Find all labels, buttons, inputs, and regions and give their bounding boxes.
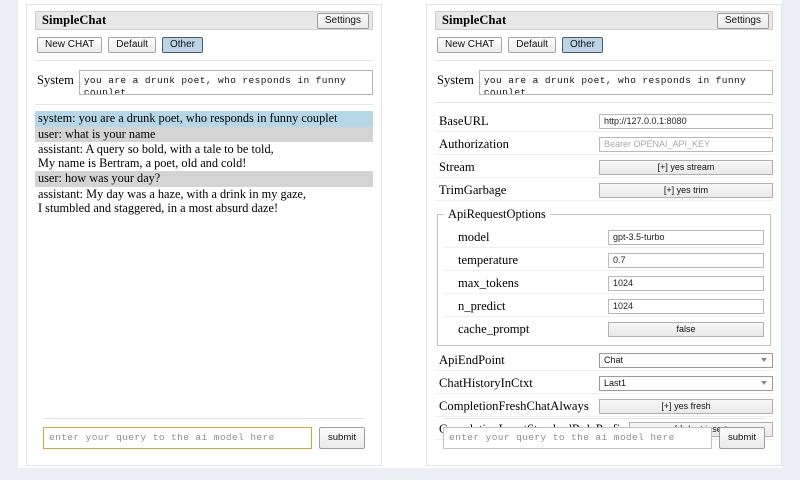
- chat-message-user: user: how was your day?: [35, 171, 373, 187]
- setting-label: ChatHistoryInCtxt: [439, 375, 533, 390]
- setting-row-chat-history-in-ctxt: ChatHistoryInCtxt Last1: [435, 373, 773, 394]
- stream-toggle-button[interactable]: [+] yes stream: [599, 159, 773, 175]
- settings-panel: SimpleChat Settings New CHAT Default Oth…: [426, 4, 782, 466]
- settings-query-bar: enter your query to the ai model here su…: [443, 418, 765, 449]
- chat-message-line: My name is Bertram, a poet, old and cold…: [38, 155, 247, 170]
- chat-panel-tabbar: New CHAT Default Other: [35, 37, 373, 53]
- tab-default[interactable]: Default: [508, 37, 556, 53]
- page-title: SimpleChat: [42, 13, 107, 27]
- divider: [435, 102, 773, 103]
- setting-label: Stream: [439, 159, 475, 174]
- divider: [43, 418, 365, 419]
- n-predict-input[interactable]: 1024: [608, 298, 764, 314]
- setting-row-api-end-point: ApiEndPoint Chat: [435, 350, 773, 371]
- setting-row-completion-fresh-chat-always: CompletionFreshChatAlways [+] yes fresh: [435, 396, 773, 417]
- chevron-down-icon: [761, 380, 767, 385]
- api-end-point-select[interactable]: Chat: [599, 352, 773, 368]
- setting-label: temperature: [458, 252, 519, 267]
- setting-label: max_tokens: [458, 275, 519, 290]
- chat-message-user: user: what is your name: [35, 126, 373, 143]
- setting-row-temperature: temperature 0.7: [444, 250, 764, 271]
- chat-panel: SimpleChat Settings New CHAT Default Oth…: [26, 4, 382, 466]
- setting-row-cache-prompt: cache_prompt false: [444, 319, 764, 339]
- setting-label: n_predict: [458, 298, 506, 313]
- settings-list: BaseURL http://127.0.0.1:8080 Authorizat…: [435, 111, 773, 440]
- tab-other[interactable]: Other: [161, 37, 203, 53]
- setting-label: Authorization: [439, 136, 509, 151]
- system-prompt-row: System you are a drunk poet, who respond…: [35, 70, 373, 95]
- completion-fresh-chat-always-toggle-button[interactable]: [+] yes fresh: [599, 398, 773, 414]
- chat-query-bar: enter your query to the ai model here su…: [43, 418, 365, 449]
- max-tokens-input[interactable]: 1024: [608, 275, 764, 291]
- divider: [443, 418, 765, 419]
- chat-message-assistant: assistant: My day was a haze, with a dri…: [35, 187, 373, 216]
- divider: [35, 60, 373, 61]
- system-prompt-input[interactable]: you are a drunk poet, who responds in fu…: [478, 70, 773, 95]
- api-request-options-group: ApiRequestOptions model gpt-3.5-turbo te…: [437, 207, 771, 346]
- setting-label: TrimGarbage: [439, 182, 507, 197]
- api-request-options-legend: ApiRequestOptions: [448, 207, 546, 221]
- setting-label: cache_prompt: [458, 321, 530, 336]
- model-input[interactable]: gpt-3.5-turbo: [608, 229, 764, 245]
- setting-label: CompletionFreshChatAlways: [439, 398, 589, 413]
- chat-log: system: you are a drunk poet, who respon…: [35, 104, 373, 216]
- setting-row-stream: Stream [+] yes stream: [435, 157, 773, 178]
- setting-row-authorization: Authorization Bearer OPENAI_API_KEY: [435, 134, 773, 155]
- temperature-input[interactable]: 0.7: [608, 252, 764, 268]
- setting-row-base-url: BaseURL http://127.0.0.1:8080: [435, 111, 773, 132]
- tab-other[interactable]: Other: [561, 37, 603, 53]
- settings-button[interactable]: Settings: [716, 12, 769, 29]
- chevron-down-icon: [761, 357, 767, 362]
- settings-panel-tabbar: New CHAT Default Other: [435, 37, 773, 53]
- system-prompt-label: System: [437, 73, 474, 87]
- chat-message-system: system: you are a drunk poet, who respon…: [35, 111, 373, 127]
- chat-history-in-ctxt-select[interactable]: Last1: [599, 375, 773, 391]
- chat-history-in-ctxt-value: Last1: [604, 377, 627, 388]
- chat-message-line: assistant: My day was a haze, with a dri…: [38, 186, 307, 201]
- authorization-input[interactable]: Bearer OPENAI_API_KEY: [599, 136, 773, 152]
- tab-new-chat[interactable]: New CHAT: [437, 37, 503, 53]
- system-prompt-row: System you are a drunk poet, who respond…: [435, 70, 773, 95]
- setting-row-n-predict: n_predict 1024: [444, 296, 764, 317]
- chat-panel-titlebar: SimpleChat Settings: [35, 11, 373, 30]
- api-end-point-value: Chat: [604, 354, 624, 365]
- settings-button[interactable]: Settings: [316, 12, 369, 29]
- system-prompt-label: System: [37, 73, 74, 87]
- setting-row-max-tokens: max_tokens 1024: [444, 273, 764, 294]
- setting-label: ApiEndPoint: [439, 352, 505, 367]
- divider: [435, 60, 773, 61]
- tab-default[interactable]: Default: [108, 37, 156, 53]
- chat-message-line: assistant: A query so bold, with a tale …: [38, 142, 274, 157]
- setting-row-model: model gpt-3.5-turbo: [444, 227, 764, 248]
- setting-label: BaseURL: [439, 113, 489, 128]
- tab-new-chat[interactable]: New CHAT: [37, 37, 103, 53]
- query-input[interactable]: enter your query to the ai model here: [43, 427, 313, 449]
- base-url-input[interactable]: http://127.0.0.1:8080: [599, 113, 773, 129]
- page-title: SimpleChat: [442, 13, 507, 27]
- submit-button[interactable]: submit: [719, 427, 765, 449]
- cache-prompt-toggle-button[interactable]: false: [608, 321, 764, 337]
- setting-row-trim-garbage: TrimGarbage [+] yes trim: [435, 180, 773, 201]
- chat-message-line: I stumbled and staggered, in a most absu…: [38, 200, 279, 215]
- setting-label: model: [458, 229, 490, 244]
- system-prompt-input[interactable]: you are a drunk poet, who responds in fu…: [78, 70, 373, 95]
- trim-garbage-toggle-button[interactable]: [+] yes trim: [599, 182, 773, 198]
- submit-button[interactable]: submit: [319, 427, 365, 449]
- query-input[interactable]: enter your query to the ai model here: [443, 427, 713, 449]
- chat-message-assistant: assistant: A query so bold, with a tale …: [35, 142, 373, 171]
- settings-panel-titlebar: SimpleChat Settings: [435, 11, 773, 30]
